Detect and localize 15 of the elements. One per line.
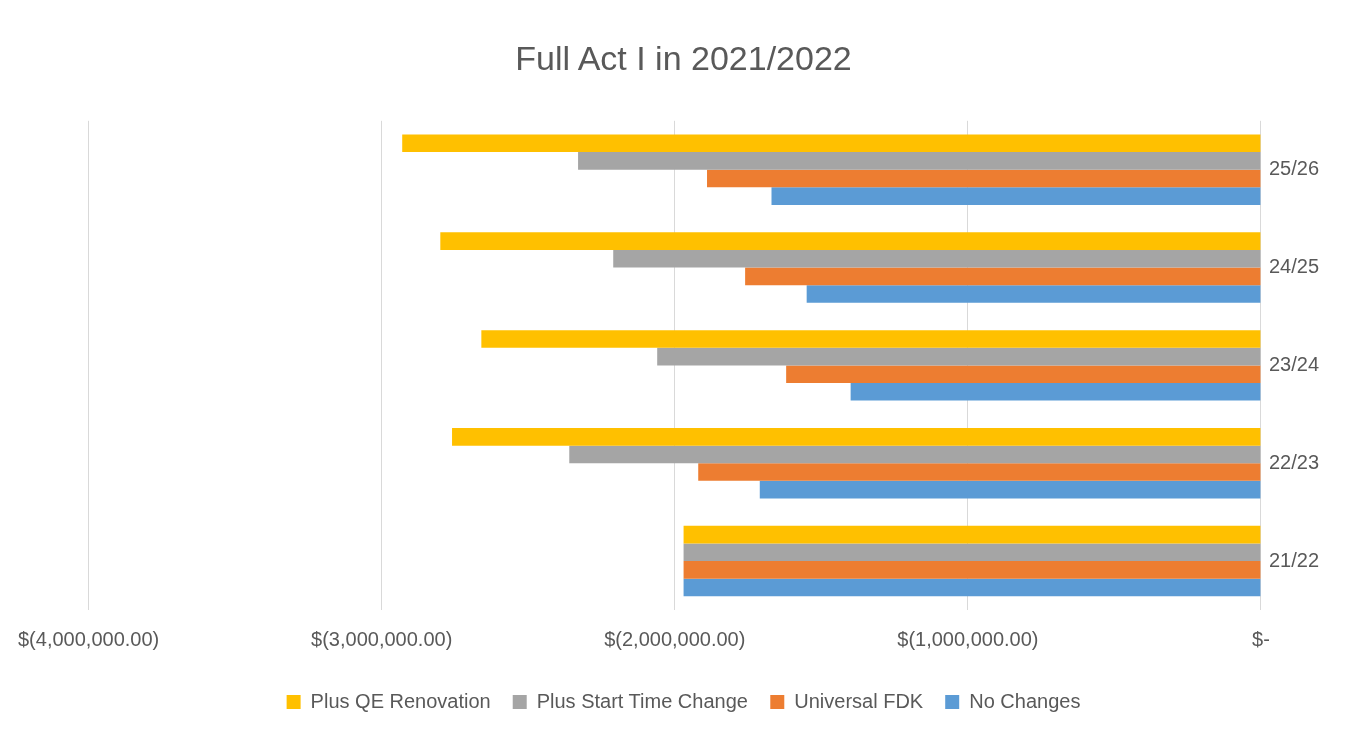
x-tick-label: $(2,000,000.00) (604, 627, 746, 650)
x-tick-label: $(4,000,000.00) (17, 627, 160, 650)
x-tick-label: $(3,000,000.00) (311, 627, 453, 650)
y-tick-label: 23/24 (1268, 352, 1320, 375)
y-tick-label: 24/25 (1268, 255, 1320, 278)
x-tick-label: $(1,000,000.00) (897, 627, 1039, 650)
y-tick-label: 21/22 (1268, 548, 1320, 571)
y-tick-label: 22/23 (1268, 450, 1320, 473)
chart-title: Full Act I in 2021/2022 (515, 38, 852, 77)
legend-label: Universal FDK (794, 689, 924, 712)
legend-label: Plus QE Renovation (310, 689, 491, 712)
legend-label: No Changes (969, 689, 1081, 712)
x-tick-label: $- (1252, 627, 1270, 650)
legend-label: Plus Start Time Change (536, 689, 748, 712)
y-tick-label: 25/26 (1268, 157, 1320, 180)
